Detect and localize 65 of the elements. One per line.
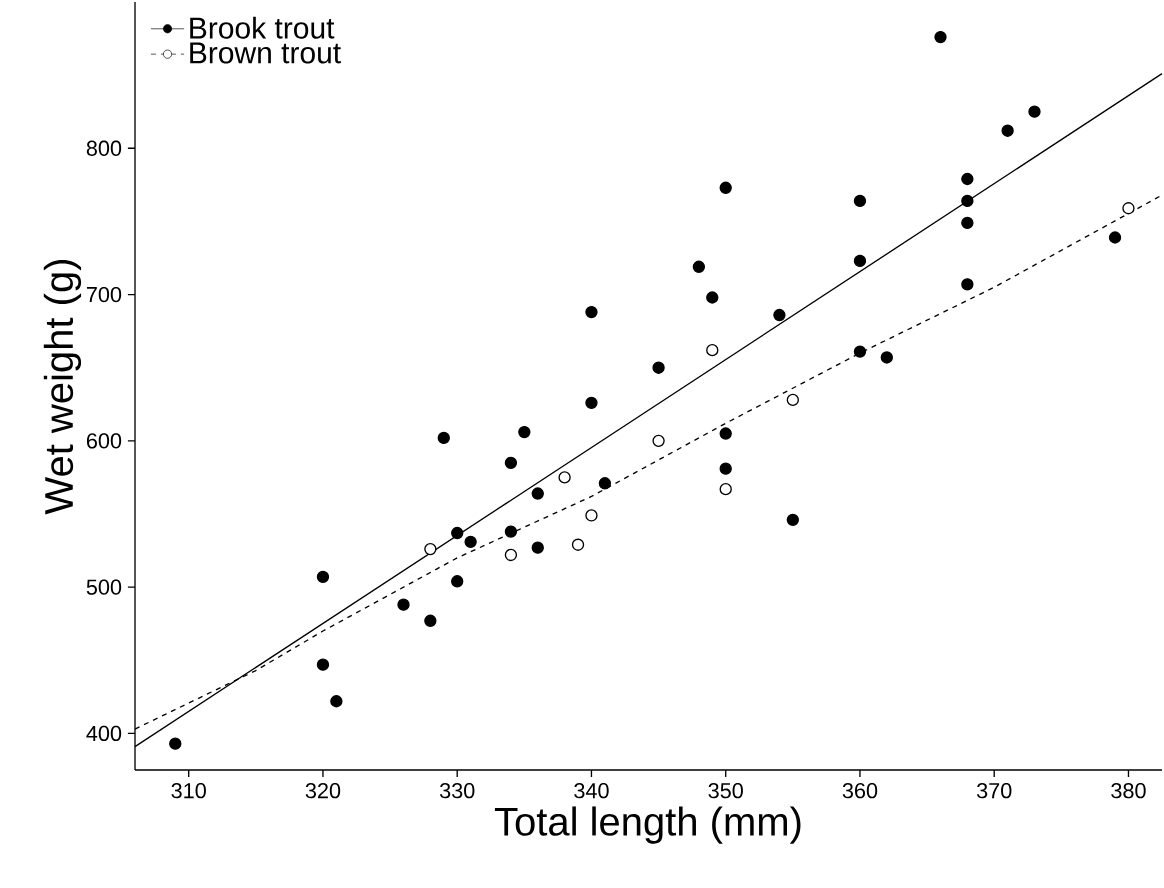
- point: [558, 471, 571, 484]
- point: [1001, 124, 1014, 137]
- x-tick-label: 350: [708, 782, 743, 799]
- point: [330, 695, 343, 708]
- point: [1028, 105, 1041, 118]
- point: [585, 509, 598, 522]
- point: [880, 351, 893, 364]
- point: [961, 194, 974, 208]
- x-tick-label: 340: [574, 782, 609, 799]
- point: [853, 194, 867, 208]
- point: [585, 396, 598, 409]
- y-tick-label: 700: [86, 286, 122, 303]
- point: [719, 482, 732, 496]
- x-tick-label: 320: [305, 782, 341, 799]
- point: [961, 278, 974, 291]
- point: [719, 427, 732, 440]
- point: [692, 260, 706, 273]
- point: [719, 181, 732, 194]
- point: [504, 456, 518, 469]
- point: [531, 487, 544, 500]
- point: [773, 308, 786, 322]
- point: [518, 425, 531, 439]
- point: [706, 343, 719, 357]
- point: [424, 542, 437, 556]
- point: [786, 513, 799, 527]
- x-tick-label: 370: [976, 782, 1012, 799]
- point: [316, 658, 330, 671]
- point: [786, 393, 799, 407]
- y-tick-label: 600: [86, 433, 122, 449]
- point: [437, 431, 450, 445]
- point: [598, 477, 612, 490]
- point: [652, 361, 665, 374]
- point: [571, 538, 585, 551]
- point: [464, 535, 477, 548]
- point: [853, 254, 867, 268]
- x-tick-label: 330: [439, 782, 475, 799]
- point: [853, 345, 867, 358]
- point: [451, 526, 464, 540]
- point: [961, 172, 974, 186]
- point: [961, 216, 974, 230]
- point: [397, 598, 410, 611]
- point: [652, 434, 665, 448]
- y-tick-label: 400: [86, 725, 122, 742]
- point: [504, 548, 518, 562]
- x-tick-label: 380: [1111, 782, 1146, 799]
- point: [585, 305, 598, 319]
- x-tick-label: 360: [842, 782, 878, 799]
- point: [1108, 231, 1122, 244]
- point: [719, 462, 732, 475]
- point: [1122, 202, 1135, 215]
- legend-label: Brown trout: [190, 42, 341, 64]
- legend-label: Brook trout: [190, 16, 335, 39]
- point: [706, 291, 719, 304]
- point: [504, 525, 518, 538]
- y-tick-label: 800: [86, 140, 122, 156]
- point: [424, 614, 437, 627]
- point: [451, 575, 464, 588]
- y-axis-title: Wet weight (g): [43, 259, 82, 515]
- point: [531, 541, 544, 554]
- point: [169, 737, 182, 750]
- point: [316, 570, 330, 584]
- x-axis-title: Total length (mm): [494, 806, 801, 844]
- x-tick-label: 310: [171, 782, 206, 799]
- y-tick-label: 500: [86, 579, 122, 595]
- point: [934, 30, 947, 44]
